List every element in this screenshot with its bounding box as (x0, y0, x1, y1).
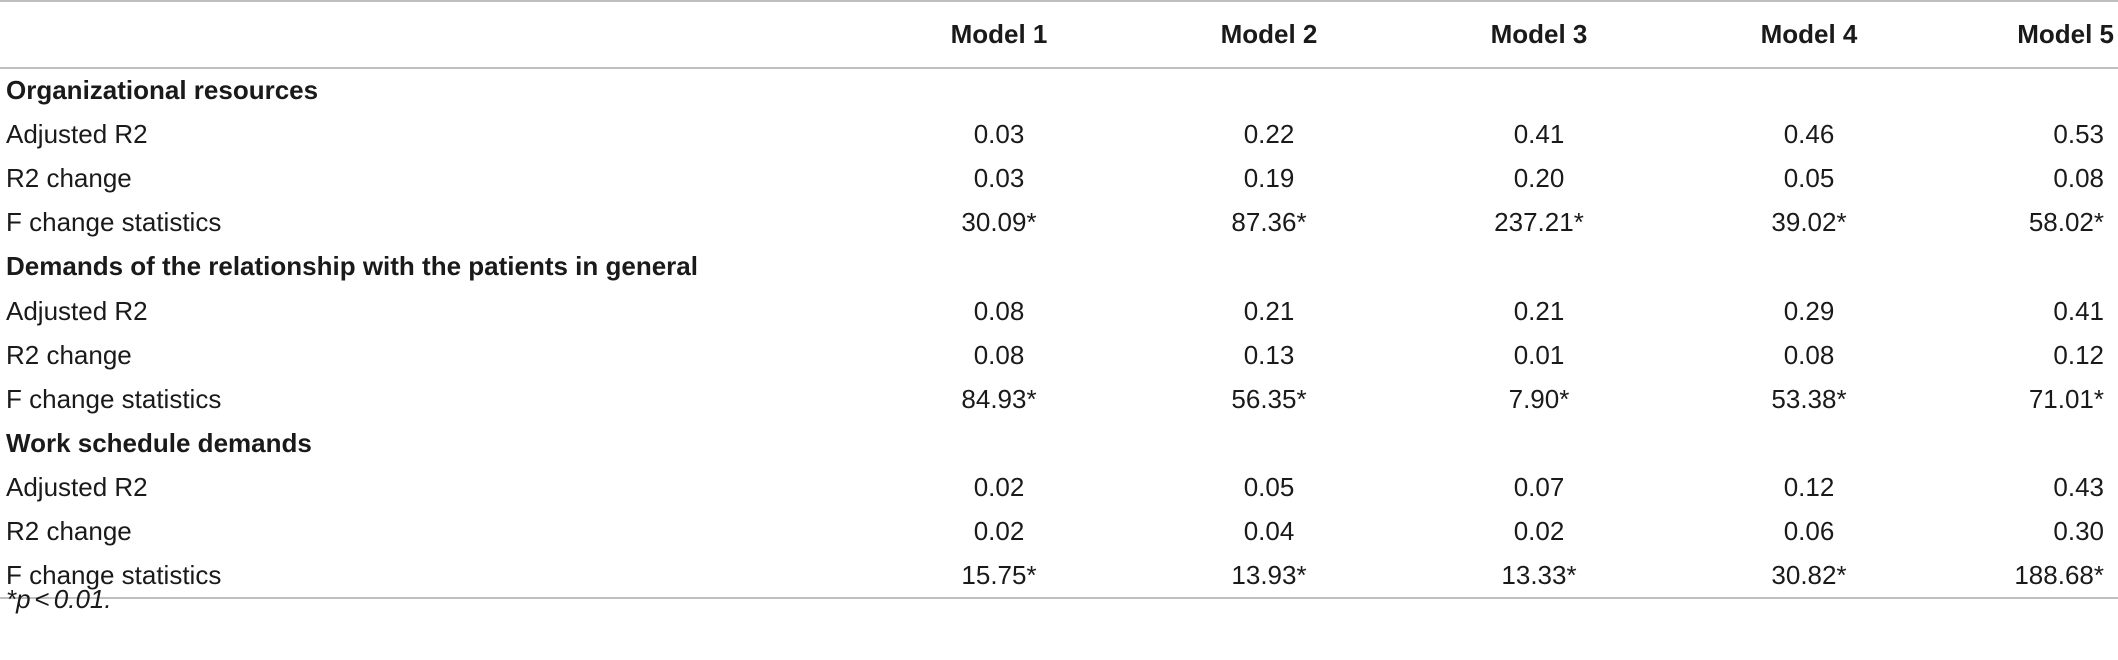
cell-value: 84.93* (961, 383, 1037, 414)
cell-value: 7.90* (1508, 383, 1570, 414)
cell-value: 0.19 (1243, 162, 1295, 193)
cell-value: 0.02 (1513, 516, 1565, 547)
cell-value: 0.08 (973, 339, 1025, 370)
header-model-1: Model 1 (864, 0, 1134, 69)
cell-value: 0.46 (1783, 118, 1835, 149)
row-label: F change statistics (6, 207, 222, 238)
section-header-row: Work schedule demands (0, 422, 2118, 466)
table-body: Organizational resources Adjusted R2 0.0… (0, 68, 2118, 600)
cell-value: 0.07 (1513, 472, 1565, 503)
cell-value: 58.02* (2028, 207, 2104, 238)
table-header: Model 1 Model 2 Model 3 Model 4 Model 5 (0, 0, 2118, 69)
cell-value: 0.01 (1513, 339, 1565, 370)
cell-value: 0.41 (2053, 295, 2104, 326)
table-row: R2 change 0.08 0.13 0.01 0.08 0.12 (0, 333, 2118, 377)
cell-value: 71.01* (2028, 383, 2104, 414)
table-row: Adjusted R2 0.03 0.22 0.41 0.46 0.53 (0, 112, 2118, 156)
cell-value: 0.12 (2053, 339, 2104, 370)
cell-value: 0.30 (2053, 516, 2104, 547)
cell-value: 53.38* (1771, 383, 1847, 414)
cell-value: 0.02 (973, 516, 1025, 547)
cell-value: 0.13 (1243, 339, 1295, 370)
section-header-row: Demands of the relationship with the pat… (0, 245, 2118, 289)
cell-value: 13.33* (1404, 554, 1674, 600)
row-label: R2 change (6, 516, 132, 547)
cell-value: 0.20 (1513, 162, 1565, 193)
row-label: F change statistics (0, 554, 864, 600)
row-label: R2 change (6, 339, 132, 370)
cell-value: 0.41 (1513, 118, 1565, 149)
table-row: R2 change 0.03 0.19 0.20 0.05 0.08 (0, 156, 2118, 200)
cell-value: 56.35* (1231, 383, 1307, 414)
header-model-5: Model 5 (1944, 0, 2118, 69)
row-label: Adjusted R2 (6, 118, 148, 149)
row-label: Adjusted R2 (6, 295, 148, 326)
row-label: Adjusted R2 (6, 472, 148, 503)
row-label: R2 change (6, 162, 132, 193)
header-model-4: Model 4 (1674, 0, 1944, 69)
header-row: Model 1 Model 2 Model 3 Model 4 Model 5 (0, 0, 2118, 69)
section-title: Work schedule demands (6, 428, 312, 459)
cell-value: 0.08 (2053, 162, 2104, 193)
cell-value: 0.12 (1783, 472, 1835, 503)
header-model-3: Model 3 (1404, 0, 1674, 69)
footnote-marker: *p (6, 584, 31, 614)
footnote-value: 0.01. (53, 584, 112, 614)
table-row: F change statistics 15.75* 13.93* 13.33*… (0, 554, 2118, 600)
cell-value: 188.68* (1944, 554, 2118, 600)
cell-value: 0.05 (1243, 472, 1295, 503)
cell-value: 0.21 (1243, 295, 1295, 326)
cell-value: 0.53 (2053, 118, 2104, 149)
cell-value: 0.08 (1783, 339, 1835, 370)
table-row: R2 change 0.02 0.04 0.02 0.06 0.30 (0, 510, 2118, 554)
table-footnote: *p <0.01. (6, 584, 112, 615)
cell-value: 0.04 (1243, 516, 1295, 547)
cell-value: 0.03 (973, 162, 1025, 193)
header-blank (0, 0, 864, 69)
cell-value: 0.06 (1783, 516, 1835, 547)
cell-value: 30.09* (961, 207, 1037, 238)
section-title: Organizational resources (6, 75, 319, 106)
cell-value: 0.02 (973, 472, 1025, 503)
cell-value: 30.82* (1674, 554, 1944, 600)
footnote-operator: < (34, 584, 50, 614)
header-model-2: Model 2 (1134, 0, 1404, 69)
hierarchical-regression-table: Model 1 Model 2 Model 3 Model 4 Model 5 … (0, 0, 2118, 600)
section-header-row: Organizational resources (0, 68, 2118, 112)
row-label: F change statistics (6, 383, 222, 414)
table-row: Adjusted R2 0.08 0.21 0.21 0.29 0.41 (0, 289, 2118, 333)
cell-value: 0.08 (973, 295, 1025, 326)
cell-value: 13.93* (1134, 554, 1404, 600)
cell-value: 0.03 (973, 118, 1025, 149)
table-row: F change statistics 30.09* 87.36* 237.21… (0, 201, 2118, 245)
cell-value: 0.22 (1243, 118, 1295, 149)
cell-value: 39.02* (1771, 207, 1847, 238)
cell-value: 0.43 (2053, 472, 2104, 503)
cell-value: 15.75* (864, 554, 1134, 600)
table-row: Adjusted R2 0.02 0.05 0.07 0.12 0.43 (0, 466, 2118, 510)
cell-value: 0.29 (1783, 295, 1835, 326)
cell-value: 0.05 (1783, 162, 1835, 193)
section-title: Demands of the relationship with the pat… (6, 251, 698, 282)
cell-value: 0.21 (1513, 295, 1565, 326)
cell-value: 237.21* (1494, 207, 1584, 238)
table-row: F change statistics 84.93* 56.35* 7.90* … (0, 377, 2118, 421)
cell-value: 87.36* (1231, 207, 1307, 238)
